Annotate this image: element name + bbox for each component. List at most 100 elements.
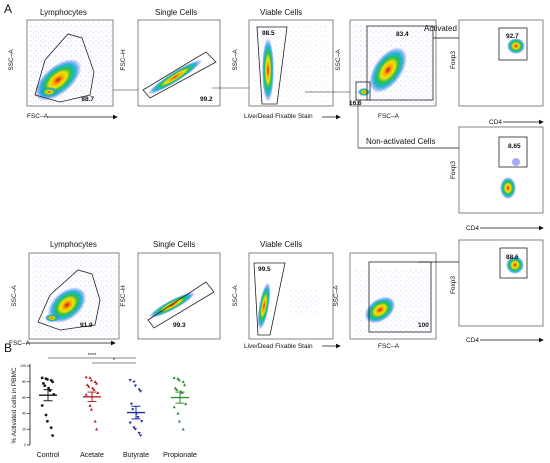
chart-data-point [93, 380, 97, 383]
chart-data-point [129, 402, 133, 406]
chart-data-point [173, 386, 177, 390]
chart-y-axis: 0 20 40 60 80 100 [20, 364, 31, 447]
chart-data-point [133, 428, 137, 431]
chart-data-point [128, 379, 132, 382]
chart-significance: ***** [48, 353, 136, 364]
chart-y-tick-label: 100 [20, 364, 26, 368]
top-activated-y-label: Foxp3 [450, 51, 457, 69]
chart-data-point [184, 402, 188, 406]
bottom-lymphocytes-gate-value: 91.9 [80, 322, 93, 329]
chart-data-point [42, 381, 45, 385]
chart-significance-label: **** [88, 353, 97, 359]
chart-category-label: Propionate [163, 452, 197, 459]
chart-data-point [89, 407, 93, 411]
top-single-cells-gate-value: 99.2 [200, 96, 213, 103]
chart-significance-label: * [113, 358, 116, 364]
top-activated-x-label: CD4 [489, 119, 502, 126]
chart-data-point [139, 390, 143, 393]
chart-data-point [177, 378, 181, 382]
chart-data-point [183, 383, 187, 387]
top-single-cells-y-label: FSC–H [120, 49, 127, 71]
bottom-single-cells-plot: Single Cells 99.3 FSC–H [120, 240, 221, 340]
chart-y-tick-label: 20 [22, 427, 26, 431]
panel-letter-a: A [4, 2, 12, 16]
top-single-cells-plot: Single Cells 99.2 FSC–H [120, 8, 221, 107]
top-viable-cells-x-label: Live/Dead Fixable Stain [244, 113, 313, 120]
bottom-activation-x-label: FSC–A [378, 343, 400, 350]
chart-data-point [137, 431, 141, 435]
chart-data-point [92, 388, 96, 391]
chart-data-point [96, 391, 100, 395]
top-activated-cells-label: Activated Cells [424, 24, 477, 33]
top-lymphocytes-title: Lymphocytes [40, 8, 87, 17]
top-non-activated-gate-value: 8.65 [508, 143, 521, 150]
bottom-viable-cells-y-label: SSC–A [232, 285, 239, 307]
top-non-activated-foxp3-plot: 8.65 Foxp3 CD4 [450, 126, 544, 232]
top-single-cells-title: Single Cells [155, 8, 197, 17]
bottom-lymphocytes-plot: Lymphocytes 91.9 SSC–A FSC–A [9, 240, 120, 347]
chart-data-point [49, 426, 53, 430]
top-activated-foxp3-plot: 92.7 Foxp3 CD4 [450, 19, 544, 126]
top-activation-gate-large-value: 83.4 [396, 31, 409, 38]
top-viable-cells-gate-value: 98.5 [262, 30, 275, 37]
chart-data-point [85, 383, 89, 387]
bottom-viable-cells-title: Viable Cells [260, 240, 302, 249]
top-lymphocytes-y-label: SSC–A [8, 49, 15, 71]
chart-data-point [172, 376, 176, 380]
bottom-single-cells-title: Single Cells [153, 240, 195, 249]
bottom-activated-foxp3-plot: 88.6 Foxp3 CD4 [450, 239, 544, 344]
chart-data-point [140, 420, 144, 423]
top-lymphocytes-gate-value: 88.7 [81, 96, 94, 103]
top-lymphocytes-x-label: FSC–A [27, 113, 49, 120]
bottom-single-cells-gate-value: 99.3 [173, 322, 186, 329]
chart-data-point [128, 421, 132, 425]
top-lymphocytes-plot: Lymphocytes 88.7 SSC–A FSC–A [8, 8, 118, 120]
panel-letter-b: B [4, 341, 12, 355]
chart-data-point [176, 411, 180, 415]
chart-category-labels: Control Acetate Butyrate Propionate [37, 452, 197, 459]
chart-data-point [132, 426, 136, 430]
top-non-activated-y-label: Foxp3 [450, 161, 457, 179]
chart-data-point [91, 386, 95, 390]
chart-data-point [136, 416, 140, 419]
chart-data-point [181, 427, 185, 431]
chart-data-point [40, 376, 44, 380]
chart-data-point [51, 434, 54, 437]
chart-y-tick-label: 0 [24, 443, 26, 447]
chart-data-point [93, 419, 97, 423]
chart-data-point [133, 384, 137, 388]
chart-data-point [51, 380, 54, 384]
chart-data-point [132, 380, 136, 384]
top-viable-cells-plot: Viable Cells 98.5 SSC–A Live/Dead Fixabl… [232, 8, 341, 120]
bottom-lymphocytes-title: Lymphocytes [50, 240, 97, 249]
chart-data-point [46, 419, 49, 423]
chart-y-tick-label: 60 [22, 396, 26, 400]
bottom-activation-gate-plot: 100 SSC–A FSC–A [333, 252, 437, 350]
top-activation-gate-small-value: 16.6 [349, 100, 362, 107]
bottom-viable-cells-gate-value: 99.5 [258, 266, 271, 273]
bottom-activated-x-label: CD4 [466, 337, 479, 344]
chart-category-label: Butyrate [123, 452, 149, 459]
bottom-single-cells-y-label: FSC–H [120, 285, 127, 307]
bottom-lymphocytes-y-label: SSC–A [11, 285, 18, 307]
chart-data-point [131, 408, 135, 412]
chart-data-point [176, 377, 180, 380]
top-viable-cells-title: Viable Cells [260, 8, 302, 17]
bottom-activated-gate-value: 88.6 [506, 254, 519, 261]
bottom-lymphocytes-x-label: FSC–A [9, 340, 31, 347]
bottom-activated-y-label: Foxp3 [450, 276, 457, 294]
top-activated-gate-value: 92.7 [506, 33, 519, 40]
chart-data-point [181, 380, 185, 383]
chart-data-point [40, 404, 44, 407]
bottom-activation-y-label: SSC–A [333, 285, 340, 307]
chart-data-point [180, 391, 184, 395]
top-activation-y-label: SSC–A [335, 49, 342, 71]
chart-y-tick-label: 40 [22, 412, 26, 416]
chart-data-point [89, 378, 93, 382]
chart-data-point [139, 434, 143, 438]
chart-data-point [88, 403, 92, 407]
activated-cells-chart: % Activated cells in PBMC 0 20 40 60 80 100 *… [11, 353, 197, 459]
chart-mean-sem [39, 389, 189, 420]
chart-category-label: Acetate [80, 452, 104, 459]
